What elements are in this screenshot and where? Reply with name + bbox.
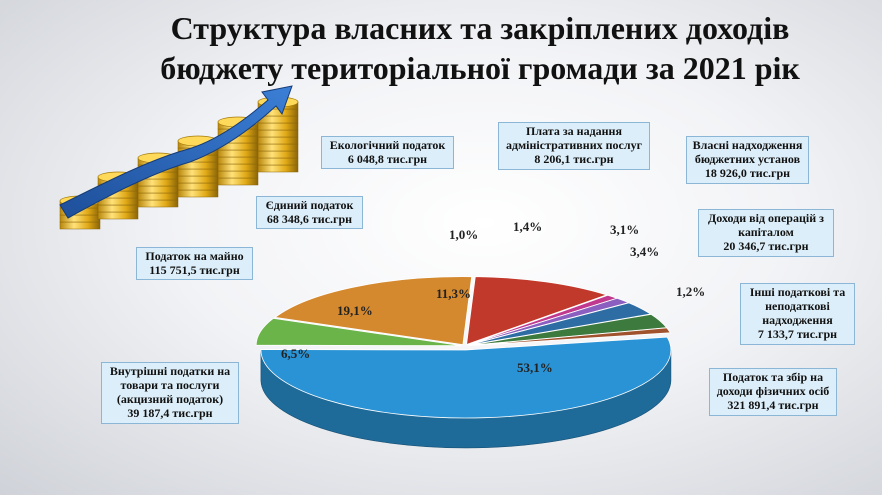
percent-label-property-tax: 19,1% (337, 303, 373, 318)
slice-other (468, 327, 671, 347)
callout-budget-institutions: Власні надходження бюджетних установ 18 … (686, 136, 809, 184)
percent-label-personal-income-tax: 53,1% (517, 360, 553, 375)
callout-admin-fees: Плата за надання адміністративних послуг… (498, 122, 650, 170)
percent-label-eco-tax: 1,0% (449, 227, 479, 242)
pie-slices (255, 276, 672, 419)
percent-label-admin-fees: 1,4% (513, 219, 543, 234)
percent-label-budget-institutions: 3,1% (610, 222, 640, 237)
callout-property-tax: Податок на майно 115 751,5 тис.грн (136, 247, 253, 280)
percent-label-capital-operations: 3,4% (630, 244, 660, 259)
slice-pit (260, 336, 672, 419)
slice-excise (255, 317, 462, 347)
title-line-1: Структура власних та закріплених доходів (170, 10, 790, 46)
percent-label-excise-tax: 6,5% (281, 346, 311, 361)
callout-excise-tax: Внутрішні податки на товари та послуги (… (101, 362, 239, 424)
slice-property (274, 276, 473, 346)
slice-single_tax (466, 276, 608, 346)
chart-title: Структура власних та закріплених доходів… (110, 8, 850, 88)
percent-label-single-tax: 11,3% (436, 286, 472, 301)
title-line-2: бюджету територіальної громади за 2021 р… (160, 50, 800, 86)
callout-eco-tax: Екологічний податок 6 048,8 тис.грн (321, 136, 454, 169)
callout-capital-operations: Доходи від операцій з капіталом 20 346,7… (698, 209, 834, 257)
callout-single-tax: Єдиний податок 68 348,6 тис.грн (256, 196, 363, 229)
callout-personal-income-tax: Податок та збір на доходи фізичних осіб … (709, 368, 837, 416)
percent-label-other: 1,2% (676, 284, 706, 299)
callout-other-revenues: Інші податкові та неподаткові надходженн… (740, 283, 855, 345)
